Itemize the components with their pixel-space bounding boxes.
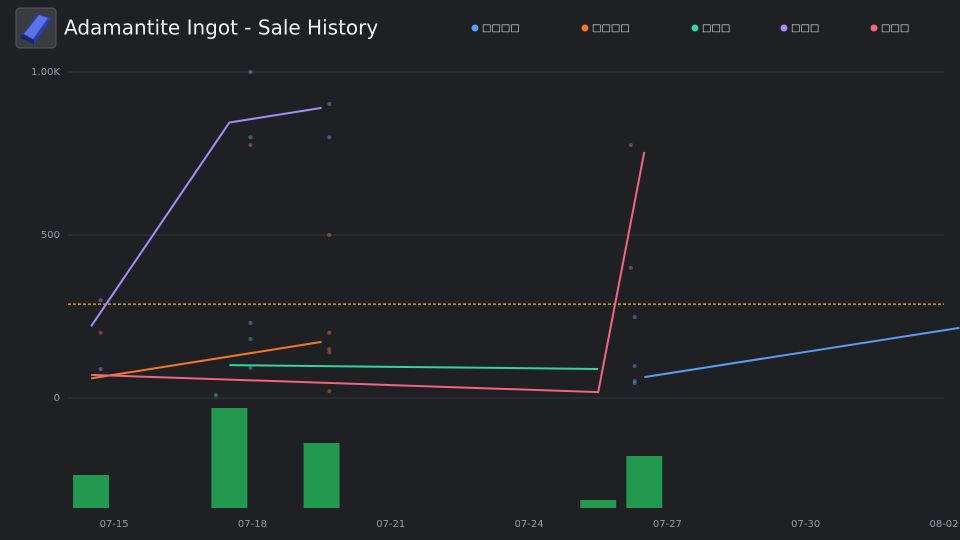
series-line (90, 340, 322, 380)
legend-label: □□□ (881, 23, 909, 34)
volume-bar (211, 408, 248, 508)
legend-marker (581, 24, 589, 32)
sale-point (248, 135, 253, 140)
legend-label: □□□ (702, 23, 730, 34)
sale-point (628, 265, 633, 270)
sale-point (632, 381, 637, 386)
sale-point (327, 233, 332, 237)
legend-label: □□□□ (592, 23, 630, 34)
sale-point (327, 330, 332, 335)
series-line (90, 106, 322, 327)
legend-marker (471, 24, 479, 32)
sale-point (632, 315, 637, 320)
sale-point (248, 321, 253, 326)
sale-point (327, 347, 332, 352)
x-tick-label: 07-30 (791, 519, 820, 530)
sale-point (98, 330, 103, 335)
sale-point (98, 366, 103, 371)
x-tick-label: 07-27 (653, 519, 682, 530)
x-tick-label: 07-21 (376, 519, 405, 530)
sale-point (632, 379, 637, 384)
sale-point (327, 101, 332, 106)
legend-label: □□□ (791, 23, 819, 34)
x-tick-label: 07-18 (238, 519, 267, 530)
sale-point (98, 298, 103, 303)
sale-point (248, 143, 253, 148)
volume-bar (580, 500, 617, 508)
volume-bar (303, 443, 340, 508)
volume-bar (73, 475, 110, 508)
y-tick-label: 0 (54, 393, 60, 404)
sale-point (632, 364, 637, 369)
sale-point (327, 135, 332, 140)
legend-marker (691, 24, 699, 32)
sale-point (628, 143, 633, 148)
sale-point (248, 70, 253, 74)
y-tick-label: 500 (41, 230, 60, 241)
series-line (644, 326, 960, 379)
volume-bar (626, 456, 663, 508)
legend-marker (870, 24, 878, 32)
sale-point (327, 350, 332, 355)
item-icon (15, 7, 57, 49)
sale-point (248, 366, 253, 371)
x-tick-label: 07-15 (100, 519, 129, 530)
legend-label: □□□□ (482, 23, 520, 34)
y-tick-label: 1.00K (31, 67, 60, 78)
sale-point (213, 393, 218, 398)
legend-marker (780, 24, 788, 32)
sale-point (327, 389, 332, 394)
series-line (91, 151, 646, 394)
x-tick-label: 08-02 (929, 519, 958, 530)
series-line (229, 364, 599, 370)
x-tick-label: 07-24 (515, 519, 544, 530)
chart-title: Adamantite Ingot - Sale History (64, 16, 378, 40)
sale-point (248, 336, 253, 341)
